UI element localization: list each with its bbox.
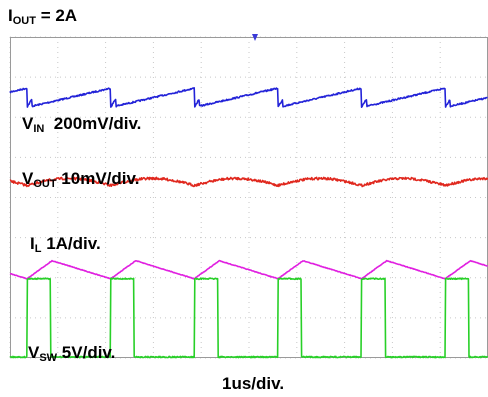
x-axis-label: 1us/div. [222,374,285,393]
waveform-traces [9,87,488,359]
series-label-vout: VOUT 10mV/div. [22,169,140,190]
series-label-vin: VIN 200mV/div. [22,114,142,135]
series-label-il: IL 1A/div. [30,234,101,255]
trace-v-in [9,87,488,108]
chart-title: IOUT = 2A [8,6,78,27]
trigger-marker-icon [252,34,258,41]
trace-v-sw [9,277,488,359]
trace-i-l [9,259,488,280]
graticule [9,36,488,359]
trace-v-out [9,176,488,188]
series-label-vsw: VSW 5V/div. [28,343,116,364]
